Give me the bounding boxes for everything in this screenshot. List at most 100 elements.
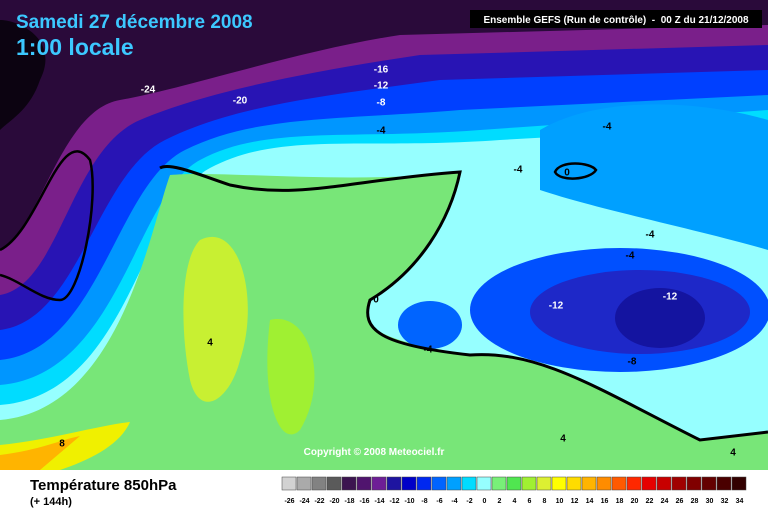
scale-label: 24 xyxy=(661,498,669,505)
scale-swatch xyxy=(626,476,642,491)
scale-swatch xyxy=(446,476,462,491)
scale-label: -2 xyxy=(466,498,472,505)
scale-label: 32 xyxy=(721,498,729,505)
temp-band xyxy=(0,172,768,470)
scale-label: 22 xyxy=(646,498,654,505)
scale-label: -6 xyxy=(436,498,442,505)
scale-label: 10 xyxy=(556,498,564,505)
contour-label: -20 xyxy=(233,96,248,107)
scale-label: 4 xyxy=(513,498,517,505)
scale-label: 34 xyxy=(736,498,744,505)
contour-label: -12 xyxy=(663,292,678,303)
contour-label: -4 xyxy=(377,126,386,137)
scale-label: 30 xyxy=(706,498,714,505)
scale-swatch xyxy=(536,476,552,491)
scale-swatch xyxy=(566,476,582,491)
scale-label: -4 xyxy=(451,498,457,505)
contour-label: 4 xyxy=(730,448,736,459)
scale-label: 16 xyxy=(601,498,609,505)
contour-label: 8 xyxy=(59,439,65,450)
scale-label: 8 xyxy=(543,498,547,505)
contour xyxy=(0,150,94,302)
model-box xyxy=(470,10,762,28)
scale-swatch xyxy=(581,476,597,491)
scale-label: 18 xyxy=(616,498,624,505)
scale-label: -16 xyxy=(359,498,369,505)
scale-label: -18 xyxy=(344,498,354,505)
footer-title: Température 850hPa xyxy=(30,477,177,494)
temp-band xyxy=(267,319,315,435)
scale-swatch xyxy=(491,476,507,491)
scale-swatch xyxy=(296,476,312,491)
scale-swatch xyxy=(656,476,672,491)
scale-swatch xyxy=(611,476,627,491)
temp-band xyxy=(0,436,80,470)
scale-label: 26 xyxy=(676,498,684,505)
contour-label: -4 xyxy=(603,122,612,133)
cold-pool xyxy=(398,301,462,349)
scale-label: -20 xyxy=(329,498,339,505)
scale-label: -22 xyxy=(314,498,324,505)
scale-swatch xyxy=(461,476,477,491)
footer-subtitle: (+ 144h) xyxy=(30,496,72,508)
contour-label: -8 xyxy=(628,357,637,368)
date-title: Samedi 27 décembre 2008 xyxy=(16,12,253,33)
time-title: 1:00 locale xyxy=(16,34,134,60)
contour-label: 4 xyxy=(207,338,213,349)
scale-label: 28 xyxy=(691,498,699,505)
contour-label: -24 xyxy=(141,85,156,96)
scale-swatch xyxy=(476,476,492,491)
contour-label: -8 xyxy=(377,98,386,109)
contour-label: -4 xyxy=(424,345,433,356)
scale-label: -12 xyxy=(389,498,399,505)
scale-swatch xyxy=(521,476,537,491)
scale-label: -24 xyxy=(299,498,309,505)
scale-label: 20 xyxy=(631,498,639,505)
contour-label: -4 xyxy=(626,251,635,262)
scale-label: 14 xyxy=(586,498,594,505)
contour-label: 0 xyxy=(564,168,570,179)
contour-label: 0 xyxy=(373,295,379,306)
map: -24 -20 -16 -12 -8 -4 -4 -4 0 -4 -4 -12 -12 0 -4 -8 4 8 4 4… xyxy=(0,0,768,470)
scale-label: -26 xyxy=(284,498,294,505)
scale-swatch xyxy=(596,476,612,491)
scale-swatch xyxy=(731,476,747,491)
scale-swatch xyxy=(431,476,447,491)
scale-swatch xyxy=(671,476,687,491)
contour-label: -12 xyxy=(374,81,389,92)
scale-swatch xyxy=(416,476,432,491)
zero-contour xyxy=(553,162,598,180)
scale-label: -8 xyxy=(421,498,427,505)
scale-swatch xyxy=(716,476,732,491)
contour-label: -4 xyxy=(514,165,523,176)
scale-swatch xyxy=(506,476,522,491)
copyright: Copyright © 2008 Meteociel.fr xyxy=(304,447,445,458)
scale-label: 12 xyxy=(571,498,579,505)
dark-region xyxy=(0,20,46,130)
contour-label: -16 xyxy=(374,65,389,76)
cold-pool xyxy=(615,288,705,348)
scale-swatch xyxy=(311,476,327,491)
scale-swatch xyxy=(341,476,357,491)
zero-contour xyxy=(159,165,768,442)
scale-swatch xyxy=(281,476,297,491)
color-scale: -26 -24 -22 -20 -18 -16 -14 -12 -10 -8 -6 -4 -2 0 2 4 6 8… xyxy=(281,476,747,505)
model-info: Ensemble GEFS (Run de contrôle) - 00 Z d… xyxy=(483,15,749,26)
scale-label: -10 xyxy=(404,498,414,505)
scale-label: -14 xyxy=(374,498,384,505)
scale-swatch xyxy=(551,476,567,491)
scale-label: 6 xyxy=(528,498,532,505)
contour-label: 4 xyxy=(560,434,566,445)
contour-label: -12 xyxy=(549,301,564,312)
scale-label: 2 xyxy=(498,498,502,505)
scale-swatch xyxy=(326,476,342,491)
scale-swatch xyxy=(686,476,702,491)
temp-band xyxy=(183,236,248,402)
scale-swatch xyxy=(641,476,657,491)
scale-label: 0 xyxy=(483,498,487,505)
scale-swatch xyxy=(401,476,417,491)
contour-label: -4 xyxy=(646,230,655,241)
scale-swatch xyxy=(356,476,372,491)
scale-swatch xyxy=(386,476,402,491)
